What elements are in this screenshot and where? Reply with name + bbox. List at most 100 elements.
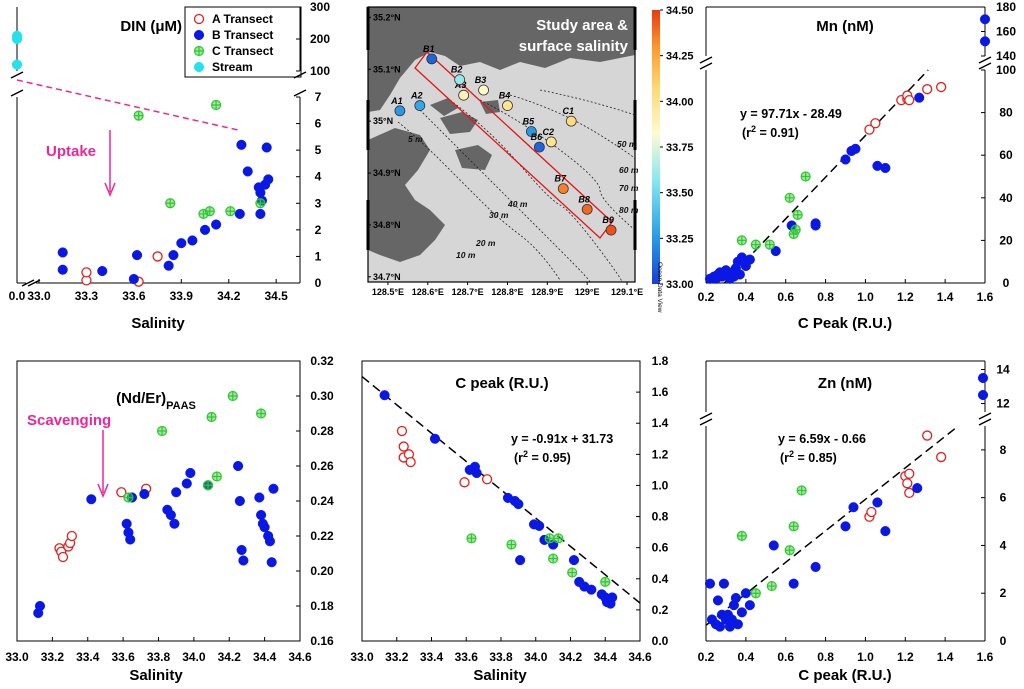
din-point-b [168, 250, 179, 261]
station-label: A3 [454, 80, 467, 90]
depth-label: 40 m [507, 199, 528, 209]
colorbar-tick-label: 34.25 [666, 51, 694, 63]
panel-mn-xtick-label: 0.4 [738, 290, 755, 304]
din-xtick-label: 34.5 [265, 289, 289, 303]
legend-a-label: A Transect [212, 12, 273, 26]
map-lon-label: 128.7°E [452, 287, 484, 297]
axis-break [21, 279, 35, 287]
depth-label: 80 m [619, 205, 639, 215]
station-marker [533, 141, 545, 153]
panel-nder-xtick-label: 33.6 [111, 650, 135, 664]
panel-nder-xtick-label: 34.4 [253, 650, 277, 664]
station-label: B9 [602, 215, 614, 225]
panel-cpeak-xtick-label: 34.0 [524, 650, 548, 664]
panel-zn-point-a [902, 478, 913, 489]
station-label: C2 [543, 127, 555, 137]
din-point-c [165, 198, 176, 209]
panel-nder-xtick-label: 33.4 [76, 650, 100, 664]
panel-zn-point-b [788, 578, 799, 589]
din-xtick-label: 0.0 [9, 289, 26, 303]
panel-cpeak-point-c [553, 533, 564, 544]
panel-nder-point-c [206, 411, 217, 423]
axis-break [10, 89, 24, 97]
legend-a-marker [193, 13, 205, 25]
panel-zn-point-b [740, 588, 751, 599]
station-label: B5 [523, 117, 535, 127]
colorbar-tick-label: 33.00 [666, 279, 694, 291]
panel-zn-ytick-label: 2 [1000, 586, 1007, 600]
panel-mn: Mn (nM) C Peak (R.U.) y = 97.71x - 28.49… [698, 0, 1017, 332]
panel-cpeak-xtick-label: 34.2 [559, 650, 583, 664]
panel-nder-point-b [86, 494, 97, 505]
map-contours [397, 89, 635, 282]
din-point-b [234, 208, 245, 219]
panel-zn-point-b [730, 592, 741, 604]
map-lat-label: 34.9°N [373, 168, 401, 178]
panel-mn-xtick-label: 0.6 [777, 290, 794, 304]
panel-cpeak-ytick-label: 0.8 [652, 510, 669, 524]
mn-xlabel: C Peak (R.U.) [798, 315, 892, 332]
panel-zn-point-b [714, 621, 726, 632]
panel-nder-point-a [57, 551, 69, 563]
panel-zn-xtick-label: 0.4 [738, 650, 755, 664]
panel-zn-point-b [810, 561, 821, 572]
panel-mn-point-a [870, 118, 881, 129]
panel-cpeak-ytick-label: 1.8 [652, 354, 669, 368]
axis-break [978, 62, 992, 70]
station-label: A2 [410, 91, 423, 101]
panel-nder-point-a [116, 487, 127, 498]
cpeak-title: C peak (R.U.) [455, 375, 548, 392]
panel-zn-point-c [736, 530, 747, 541]
mn-equation: y = 97.71x - 28.49 [740, 107, 842, 121]
axis-break [978, 418, 992, 426]
panel-zn-ytick-label: 8 [1000, 443, 1007, 457]
panel-mn-point-c [750, 239, 761, 250]
panel-zn-point-b [977, 372, 989, 384]
panel-cpeak-point-a [459, 477, 470, 488]
legend-c-marker [193, 45, 205, 57]
axis-break [699, 62, 713, 70]
zn-title: Zn (nM) [818, 375, 872, 392]
panel-zn-point-a [904, 468, 915, 479]
panel-mn-xtick-label: 1.4 [937, 290, 954, 304]
panel-mn-point-b [770, 246, 781, 257]
zn-r2: (r2 = 0.85) [780, 449, 837, 465]
panel-mn-point-b [979, 36, 991, 47]
din-point-a [152, 251, 163, 262]
station-label: B2 [451, 65, 463, 75]
colorbar-tick-label: 33.50 [666, 188, 694, 200]
panel-mn-xtick-label: 1.0 [857, 290, 874, 304]
panel-zn-point-b [848, 502, 859, 513]
panel-zn-point-b [880, 526, 891, 537]
din-point-c [225, 206, 236, 217]
din-point-b [199, 224, 211, 235]
din-point-b [255, 208, 266, 219]
scavenging-arrow [97, 430, 109, 498]
legend-c-label: C Transect [212, 44, 273, 58]
panel-cpeak-ytick-label: 0.2 [652, 603, 669, 617]
panel-cpeak-ytick-label: 0.6 [652, 541, 669, 555]
map-title-line2: surface salinity [519, 38, 629, 55]
din-point-b [263, 174, 274, 185]
din-ytick-label: 2 [315, 223, 322, 237]
panel-mn-xtick-label: 0.8 [817, 290, 834, 304]
panel-mn-point-c [764, 239, 775, 250]
panel-nder-point-a [66, 530, 77, 542]
din-xtick-label: 33.0 [27, 289, 51, 303]
panel-nder-point-b [121, 518, 132, 529]
panel-cpeak-point-c [506, 539, 517, 550]
panel-nder-ytick-label: 0.20 [310, 564, 334, 578]
panel-mn-point-b [744, 254, 755, 265]
station-marker [557, 183, 569, 195]
din-title: DIN (μM) [120, 18, 182, 35]
panel-mn-ytick-label: 80 [999, 106, 1013, 120]
panel-cpeak-ytick-label: 0.0 [652, 634, 669, 648]
map-lat-label: 34.8°N [373, 220, 401, 230]
panel-cpeak-point-b [607, 592, 618, 603]
panel-din: DIN (μM) Salinity A Transect B Transect … [9, 0, 331, 332]
panel-zn-point-b [732, 619, 743, 630]
din-point-b [128, 273, 139, 285]
map-lon-label: 128.8°E [491, 287, 523, 297]
panel-cpeak-point-c [544, 533, 555, 544]
panel-nder-xtick-label: 33.2 [41, 650, 65, 664]
